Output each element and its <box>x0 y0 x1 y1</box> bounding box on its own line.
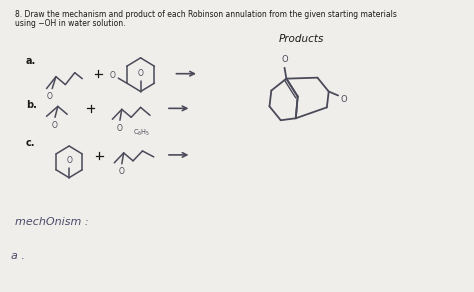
Text: O: O <box>52 121 58 130</box>
Text: a.: a. <box>26 56 36 66</box>
Text: $\mathregular{C_6H_5}$: $\mathregular{C_6H_5}$ <box>133 128 150 138</box>
Text: a .: a . <box>11 251 25 261</box>
Text: O: O <box>281 55 288 64</box>
Text: using −OH in water solution.: using −OH in water solution. <box>15 19 125 28</box>
Text: O: O <box>117 124 123 133</box>
Text: Products: Products <box>279 34 324 44</box>
Text: b.: b. <box>26 100 36 110</box>
Text: O: O <box>137 69 144 78</box>
Text: O: O <box>109 71 116 80</box>
Text: O: O <box>340 95 347 104</box>
Text: O: O <box>66 156 72 165</box>
Text: 8. Draw the mechanism and product of each Robinson annulation from the given sta: 8. Draw the mechanism and product of eac… <box>15 10 396 19</box>
Text: mechOnism :: mechOnism : <box>15 217 88 227</box>
Text: O: O <box>46 92 52 101</box>
Text: O: O <box>119 167 125 176</box>
Text: c.: c. <box>26 138 36 148</box>
